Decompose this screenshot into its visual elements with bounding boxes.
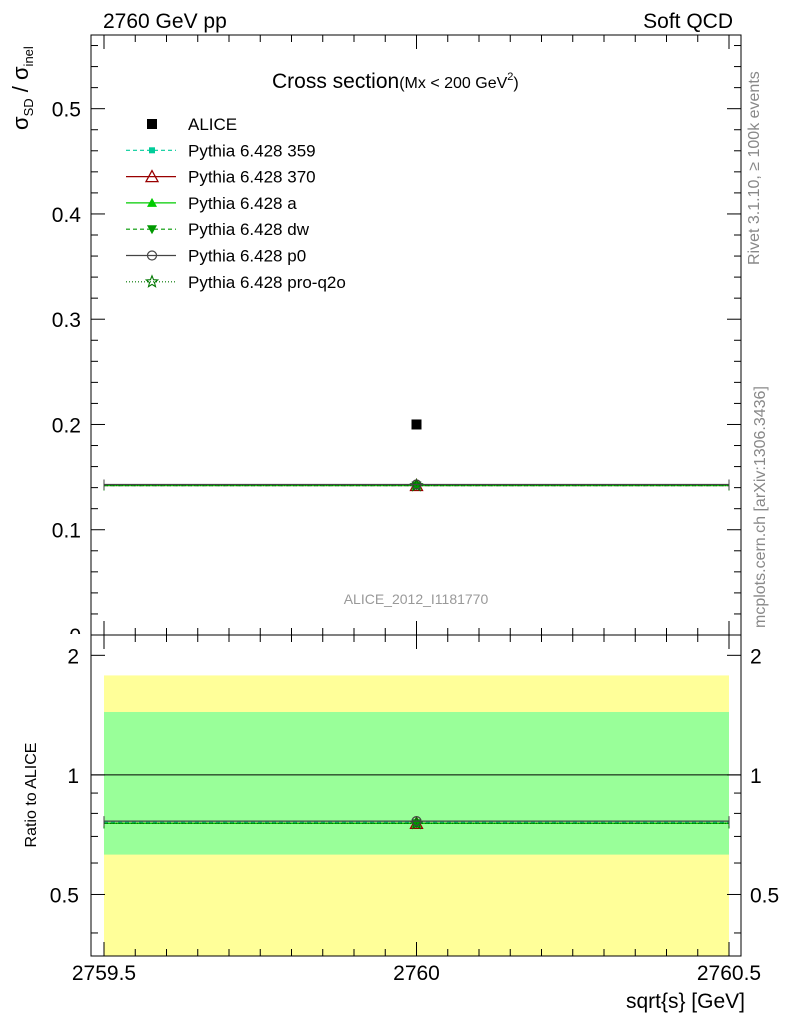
- x-tick-label: 2759.5: [72, 962, 136, 985]
- ratio-series-layer: [103, 815, 730, 830]
- main-title: Cross section(Mx < 200 GeV2): [272, 70, 519, 93]
- ylabel-separator: / σ: [8, 66, 33, 98]
- main-y-tick-label: 0.4: [52, 204, 82, 227]
- legend-marker-pdw: [147, 225, 157, 235]
- ratio-y-tick-label-right: 2: [750, 645, 762, 668]
- ylabel-sigma: σ: [8, 116, 33, 130]
- main-y-tick-label: 0.1: [52, 520, 81, 543]
- header-left: 2760 GeV pp: [103, 10, 227, 33]
- legend: ALICE Pythia 6.428 359 Pythia 6.428 370 Pyt…: [126, 115, 346, 292]
- legend-marker-p370: [144, 169, 160, 183]
- legend-marker-alice: [147, 119, 157, 129]
- ratio-panel: 0.5 0.5 1 1 2 2 2759.5 2760 2760.5: [50, 634, 779, 985]
- ratio-bands: [104, 675, 729, 956]
- ratio-point-pp0: [411, 816, 422, 827]
- legend-label-pp0: Pythia 6.428 p0: [188, 247, 306, 266]
- title-close: ): [513, 75, 518, 92]
- rivet-version-text: Rivet 3.1.10, ≥ 100k events: [746, 71, 763, 265]
- header-right: Soft QCD: [643, 10, 733, 33]
- mcplots-credit-text: mcplots.cern.ch [arXiv:1306.3436]: [752, 386, 769, 628]
- legend-label-pdw: Pythia 6.428 dw: [188, 220, 310, 239]
- ylabel-sub-sd: SD: [21, 98, 36, 116]
- legend-marker-pa: [147, 197, 157, 207]
- x-axis-label: sqrt{s} [GeV]: [626, 990, 745, 1013]
- ylabel-sub-inel: inel: [21, 46, 36, 66]
- ratio-y-tick-label-left: 2: [67, 645, 79, 668]
- main-y-axis-label: σSD / σinel: [8, 46, 36, 130]
- legend-label-pa: Pythia 6.428 a: [188, 194, 297, 213]
- analysis-watermark: ALICE_2012_I1181770: [344, 591, 489, 607]
- ratio-y-tick-label-right: 1: [750, 765, 762, 788]
- ratio-y-tick-label-left: 0.5: [50, 884, 79, 907]
- legend-marker-pq2o: [144, 274, 160, 288]
- main-series-layer: [103, 419, 730, 492]
- main-y-tick-label: 0.3: [52, 309, 81, 332]
- ratio-y-axis-label: Ratio to ALICE: [23, 743, 40, 848]
- legend-label-p370: Pythia 6.428 370: [188, 168, 316, 187]
- title-sup: 2: [507, 71, 513, 83]
- x-tick-label: 2760.5: [697, 962, 761, 985]
- x-tick-label: 2760: [393, 962, 440, 985]
- title-suffix: (Mx < 200 GeV: [399, 75, 507, 92]
- data-point-pp0: [411, 479, 422, 490]
- legend-label-alice: ALICE: [188, 115, 237, 134]
- main-y-tick-label: 0.5: [52, 99, 81, 122]
- main-y-tick-label: 0.2: [52, 414, 81, 437]
- main-y-tick-label-zero: 0: [69, 625, 81, 648]
- ratio-y-tick-label-left: 1: [67, 765, 79, 788]
- data-point-alice: [411, 419, 422, 430]
- ratio-y-tick-label-right: 0.5: [750, 884, 779, 907]
- uncertainty-band-inner: [104, 711, 729, 855]
- title-main: Cross section: [272, 70, 399, 93]
- legend-marker-p359: [149, 147, 155, 154]
- legend-label-pq2o: Pythia 6.428 pro-q2o: [188, 273, 346, 292]
- legend-label-p359: Pythia 6.428 359: [188, 141, 316, 160]
- legend-marker-pp0: [146, 250, 158, 261]
